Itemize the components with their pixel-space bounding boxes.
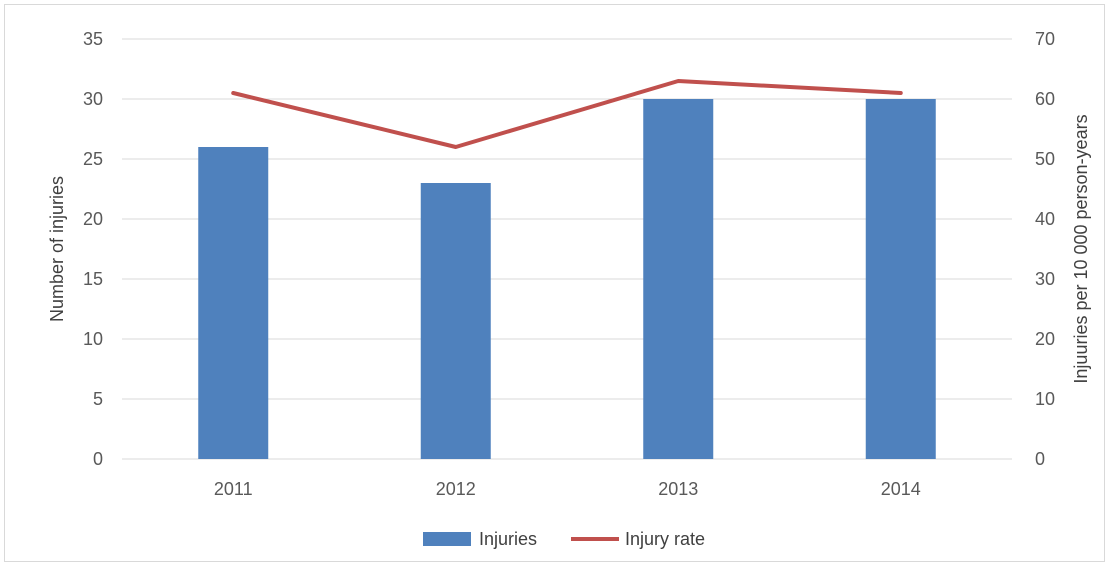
left-tick-label-15: 15 — [83, 269, 103, 289]
legend-label-injury-rate: Injury rate — [625, 529, 705, 549]
line-series-injury-rate — [233, 81, 901, 147]
right-tick-label-30: 30 — [1035, 269, 1055, 289]
left-axis-tick-labels: 0 5 10 15 20 25 30 35 — [83, 29, 103, 469]
legend-label-injuries: Injuries — [479, 529, 537, 549]
left-tick-label-25: 25 — [83, 149, 103, 169]
right-tick-label-50: 50 — [1035, 149, 1055, 169]
x-tick-label-2012: 2012 — [436, 479, 476, 499]
left-tick-label-35: 35 — [83, 29, 103, 49]
injury-rate-line — [233, 81, 901, 147]
bar-2014 — [866, 99, 936, 459]
right-tick-label-70: 70 — [1035, 29, 1055, 49]
left-tick-label-30: 30 — [83, 89, 103, 109]
left-axis-title: Number of injuries — [47, 176, 67, 322]
right-tick-label-0: 0 — [1035, 449, 1045, 469]
right-axis-title: Injuuries per 10 000 person-years — [1071, 114, 1091, 383]
bar-2013 — [643, 99, 713, 459]
left-tick-label-20: 20 — [83, 209, 103, 229]
x-tick-label-2011: 2011 — [214, 479, 253, 499]
x-tick-label-2013: 2013 — [658, 479, 698, 499]
right-tick-label-40: 40 — [1035, 209, 1055, 229]
legend: Injuries Injury rate — [423, 529, 705, 549]
legend-swatch-injuries — [423, 532, 471, 546]
right-tick-label-10: 10 — [1035, 389, 1055, 409]
left-tick-label-0: 0 — [93, 449, 103, 469]
bar-2011 — [198, 147, 268, 459]
right-axis-tick-labels: 0 10 20 30 40 50 60 70 — [1035, 29, 1055, 469]
x-tick-label-2014: 2014 — [881, 479, 921, 499]
right-tick-label-20: 20 — [1035, 329, 1055, 349]
left-tick-label-5: 5 — [93, 389, 103, 409]
x-axis-tick-labels: 2011 2012 2013 2014 — [214, 479, 921, 499]
right-tick-label-60: 60 — [1035, 89, 1055, 109]
left-tick-label-10: 10 — [83, 329, 103, 349]
bar-2012 — [421, 183, 491, 459]
